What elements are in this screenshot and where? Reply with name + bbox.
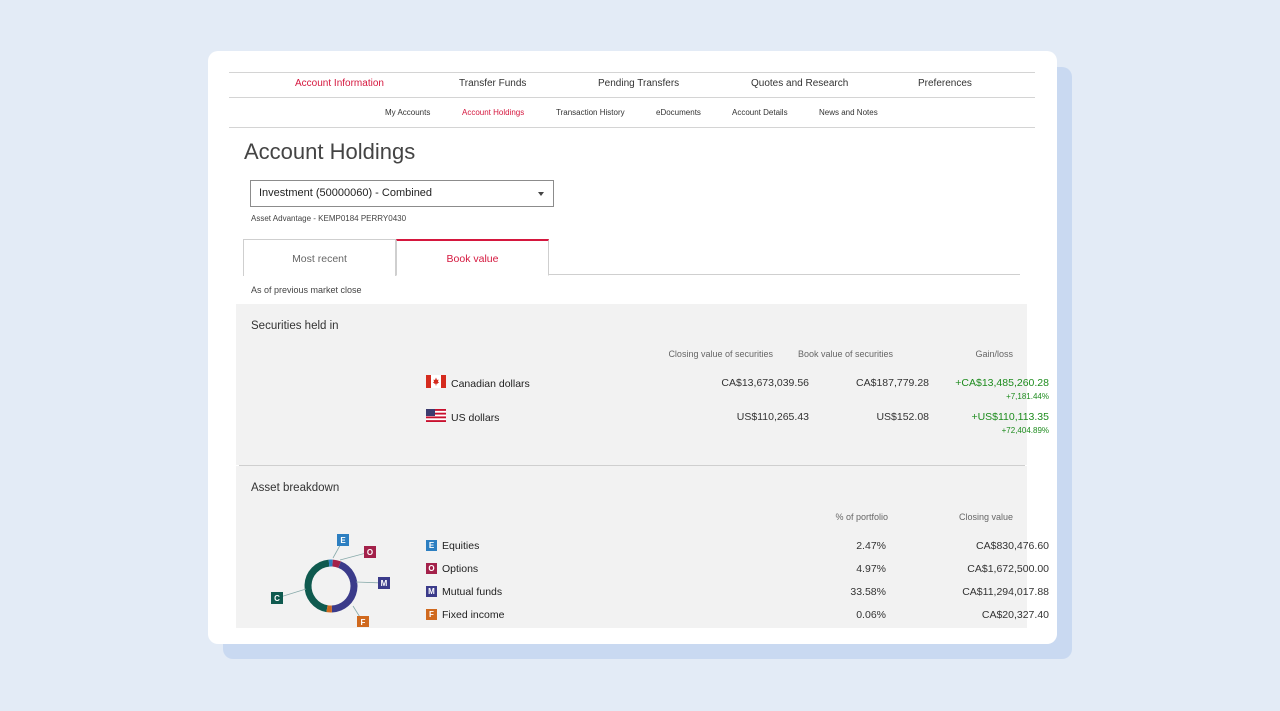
equities-badge-icon: E xyxy=(426,540,437,551)
col-closing-value: Closing value xyxy=(958,512,1013,522)
donut-label-fixed-income-box xyxy=(357,616,369,627)
fixed-income-badge-icon: F xyxy=(426,609,437,620)
donut-label-fixed-income: F xyxy=(361,618,366,627)
caret-down-icon xyxy=(538,192,544,196)
subnav-transaction-history[interactable]: Transaction History xyxy=(556,108,625,117)
asset-percent: 0.06% xyxy=(856,609,886,621)
securities-title: Securities held in xyxy=(251,320,339,332)
secondary-nav: My Accounts Account Holdings Transaction… xyxy=(229,98,1035,128)
col-closing-value: Closing value of securities xyxy=(668,349,773,359)
col-gain-loss: Gain/loss xyxy=(975,349,1013,359)
asset-donut-svg: E O M F C xyxy=(236,525,411,627)
account-select-value: Investment (50000060) - Combined xyxy=(259,187,433,199)
mutual-funds-badge-icon: M xyxy=(426,586,437,597)
donut-label-mutual-funds: M xyxy=(381,579,388,588)
book-value: CA$187,779.28 xyxy=(856,377,929,389)
gain-percent: +7,181.44% xyxy=(1006,392,1049,401)
primary-nav: Account Information Transfer Funds Pendi… xyxy=(229,72,1035,98)
canada-flag-icon xyxy=(426,375,446,388)
asset-value: CA$1,672,500.00 xyxy=(967,563,1049,575)
asset-percent: 33.58% xyxy=(850,586,886,598)
tab-book-value[interactable]: Book value xyxy=(396,239,549,276)
us-flag-icon xyxy=(426,409,446,422)
table-row: US dollars US$110,265.43 US$152.08 +US$1… xyxy=(426,409,1049,439)
asset-breakdown-title: Asset breakdown xyxy=(251,482,340,494)
currency-label: US dollars xyxy=(451,412,500,424)
list-item: E Equities 2.47% CA$830,476.60 xyxy=(426,539,1049,557)
donut-label-mutual-funds-box xyxy=(378,577,390,589)
asset-label: Mutual funds xyxy=(442,586,503,598)
asset-percent: 4.97% xyxy=(856,563,886,575)
options-segment xyxy=(333,563,340,565)
account-subtitle: Asset Advantage - KEMP0184 PERRY0430 xyxy=(251,214,407,223)
donut-label-options-box xyxy=(364,546,376,558)
asset-value: CA$20,327.40 xyxy=(981,609,1049,621)
subnav-edocuments[interactable]: eDocuments xyxy=(656,108,701,117)
asset-value: CA$830,476.60 xyxy=(976,540,1049,552)
subnav-account-holdings[interactable]: Account Holdings xyxy=(462,108,525,117)
list-item: F Fixed income 0.06% CA$20,327.40 xyxy=(426,608,1049,626)
nav-preferences[interactable]: Preferences xyxy=(918,78,972,89)
securities-panel: Securities held in Closing value of secu… xyxy=(236,304,1049,465)
panel-divider xyxy=(239,465,1025,466)
asset-value: CA$11,294,017.88 xyxy=(962,586,1049,598)
table-row: Canadian dollars CA$13,673,039.56 CA$187… xyxy=(426,375,1049,405)
donut-label-cash-box xyxy=(271,592,283,604)
asset-label: Options xyxy=(442,563,479,575)
page-title: Account Holdings xyxy=(244,139,416,164)
gain-value: +CA$13,485,260.28 xyxy=(955,377,1049,389)
donut-label-cash: C xyxy=(274,594,280,603)
currency-label: Canadian dollars xyxy=(451,378,530,390)
market-close-note: As of previous market close xyxy=(251,285,362,295)
nav-account-information[interactable]: Account Information xyxy=(295,78,384,89)
asset-percent: 2.47% xyxy=(856,540,886,552)
asset-label: Equities xyxy=(442,540,480,552)
list-item: O Options 4.97% CA$1,672,500.00 xyxy=(426,562,1049,580)
subnav-account-details[interactable]: Account Details xyxy=(732,108,788,117)
gain-value: +US$110,113.35 xyxy=(971,411,1049,423)
gain-percent: +72,404.89% xyxy=(1001,426,1049,435)
col-book-value: Book value of securities xyxy=(797,349,893,359)
list-item: M Mutual funds 33.58% CA$11,294,017.88 xyxy=(426,585,1049,603)
donut-label-options: O xyxy=(367,548,373,557)
nav-quotes-research[interactable]: Quotes and Research xyxy=(751,78,849,89)
book-value: US$152.08 xyxy=(876,411,929,423)
tab-most-recent[interactable]: Most recent xyxy=(243,239,396,276)
mutual-funds-segment xyxy=(332,565,354,609)
nav-transfer-funds[interactable]: Transfer Funds xyxy=(459,78,527,89)
donut-label-equities-box xyxy=(337,534,349,546)
closing-value: CA$13,673,039.56 xyxy=(721,377,809,389)
cash-segment xyxy=(308,563,329,609)
asset-label: Fixed income xyxy=(442,609,505,621)
donut-label-equities: E xyxy=(340,536,346,545)
col-percent-portfolio: % of portfolio xyxy=(835,512,888,522)
nav-pending-transfers[interactable]: Pending Transfers xyxy=(598,78,680,89)
options-badge-icon: O xyxy=(426,563,437,574)
subnav-my-accounts[interactable]: My Accounts xyxy=(385,108,431,117)
closing-value: US$110,265.43 xyxy=(736,411,809,423)
account-select[interactable]: Investment (50000060) - Combined xyxy=(250,180,554,207)
subnav-news-notes[interactable]: News and Notes xyxy=(819,108,878,117)
account-holdings-card: Account Information Transfer Funds Pendi… xyxy=(208,51,1057,644)
tabs-divider xyxy=(244,274,1020,275)
